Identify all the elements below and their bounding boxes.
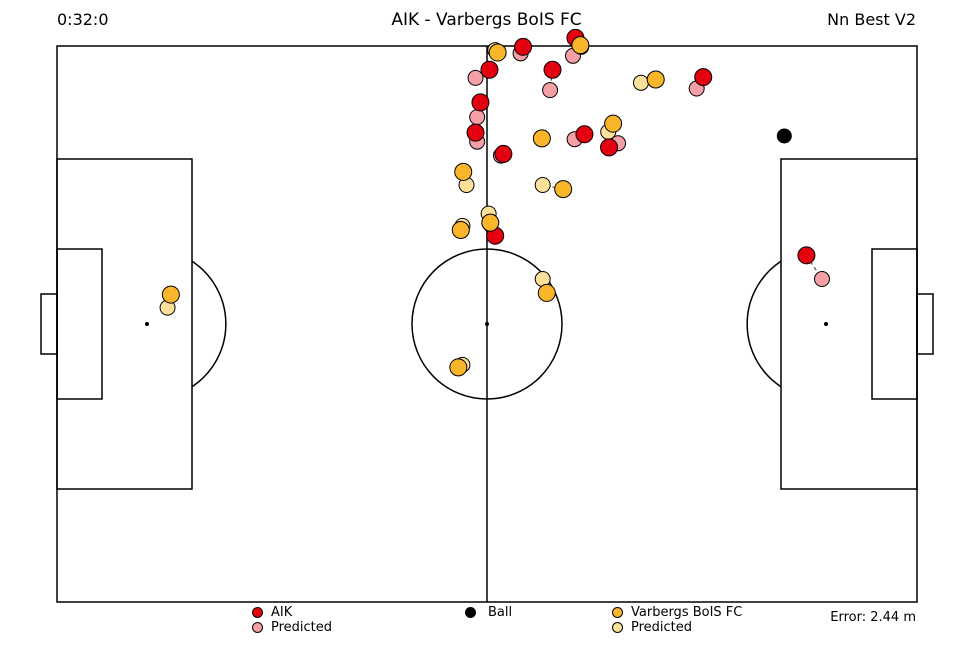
- varberg-player-9: [532, 129, 551, 148]
- legend-ball-label: Ball: [488, 605, 513, 620]
- aik-player-8: [480, 60, 499, 79]
- varberg-player-4: [481, 213, 500, 232]
- varberg-player-6: [454, 162, 473, 181]
- legend-aik: AIK Predicted: [252, 605, 332, 635]
- aik-player-6: [543, 60, 562, 79]
- ball-layer: [776, 128, 792, 144]
- varberg-player-5: [537, 283, 556, 302]
- actual-markers: [161, 28, 816, 377]
- varberg-predicted-8: [534, 177, 551, 193]
- aik-marker-icon: [252, 607, 263, 618]
- ball-marker-icon: [465, 607, 476, 618]
- legend-varberg-predicted-label: Predicted: [631, 620, 693, 635]
- aik-predicted-1: [469, 109, 486, 126]
- center-circle: [411, 248, 563, 400]
- left-penalty-box: [56, 158, 193, 490]
- left-penalty-spot: [145, 322, 149, 326]
- predicted-markers: [159, 38, 830, 373]
- right-penalty-box: [780, 158, 918, 490]
- legend-aik-predicted-label: Predicted: [271, 620, 333, 635]
- varberg-player-1: [161, 285, 180, 304]
- aik-player-4: [600, 138, 619, 157]
- aik-player-5: [575, 125, 594, 144]
- left-goal: [40, 293, 58, 355]
- varberg-marker-icon: [612, 607, 623, 618]
- error-readout: Error: 2.44 m: [830, 610, 916, 625]
- right-penalty-spot: [824, 322, 828, 326]
- legend-varberg: Varbergs BoIS FC Predicted: [612, 605, 742, 635]
- legend-aik-label: AIK: [271, 605, 293, 620]
- aik-player-1: [471, 93, 490, 112]
- right-goal-area: [871, 248, 918, 400]
- aik-player-3: [494, 144, 513, 163]
- varberg-player-8: [554, 180, 573, 199]
- aik-predicted-8: [467, 69, 484, 86]
- left-penalty-arc: [191, 260, 227, 388]
- varberg-player-2: [449, 358, 468, 377]
- legend-ball: Ball: [465, 605, 512, 620]
- prediction-links: [166, 37, 823, 368]
- right-goal: [916, 293, 934, 355]
- legend-varberg-label: Varbergs BoIS FC: [631, 605, 743, 620]
- varberg-player-10: [571, 36, 590, 55]
- ball: [776, 128, 792, 144]
- match-clock: 0:32:0: [57, 10, 109, 29]
- right-penalty-arc: [746, 260, 782, 388]
- center-spot: [485, 322, 489, 326]
- aik-predicted-6: [542, 82, 559, 99]
- varberg-player-11: [604, 114, 623, 133]
- aik-player-9: [514, 37, 533, 56]
- varberg-player-12: [646, 70, 665, 89]
- varberg-player-3: [451, 220, 470, 239]
- left-goal-area: [56, 248, 103, 400]
- aik-player-11: [694, 68, 713, 87]
- varberg-player-7: [488, 43, 507, 62]
- varberg-predicted-12: [632, 74, 649, 91]
- model-name: Nn Best V2: [827, 10, 916, 29]
- aik-player-12: [797, 246, 816, 265]
- pitch-markings: [40, 45, 934, 603]
- aik-predicted-12: [813, 271, 830, 288]
- match-title: AIK - Varbergs BoIS FC: [391, 10, 582, 30]
- varberg-predicted-marker-icon: [612, 622, 623, 633]
- pitch-spots: [145, 322, 828, 326]
- aik-player-2: [466, 123, 485, 142]
- aik-predicted-marker-icon: [252, 622, 263, 633]
